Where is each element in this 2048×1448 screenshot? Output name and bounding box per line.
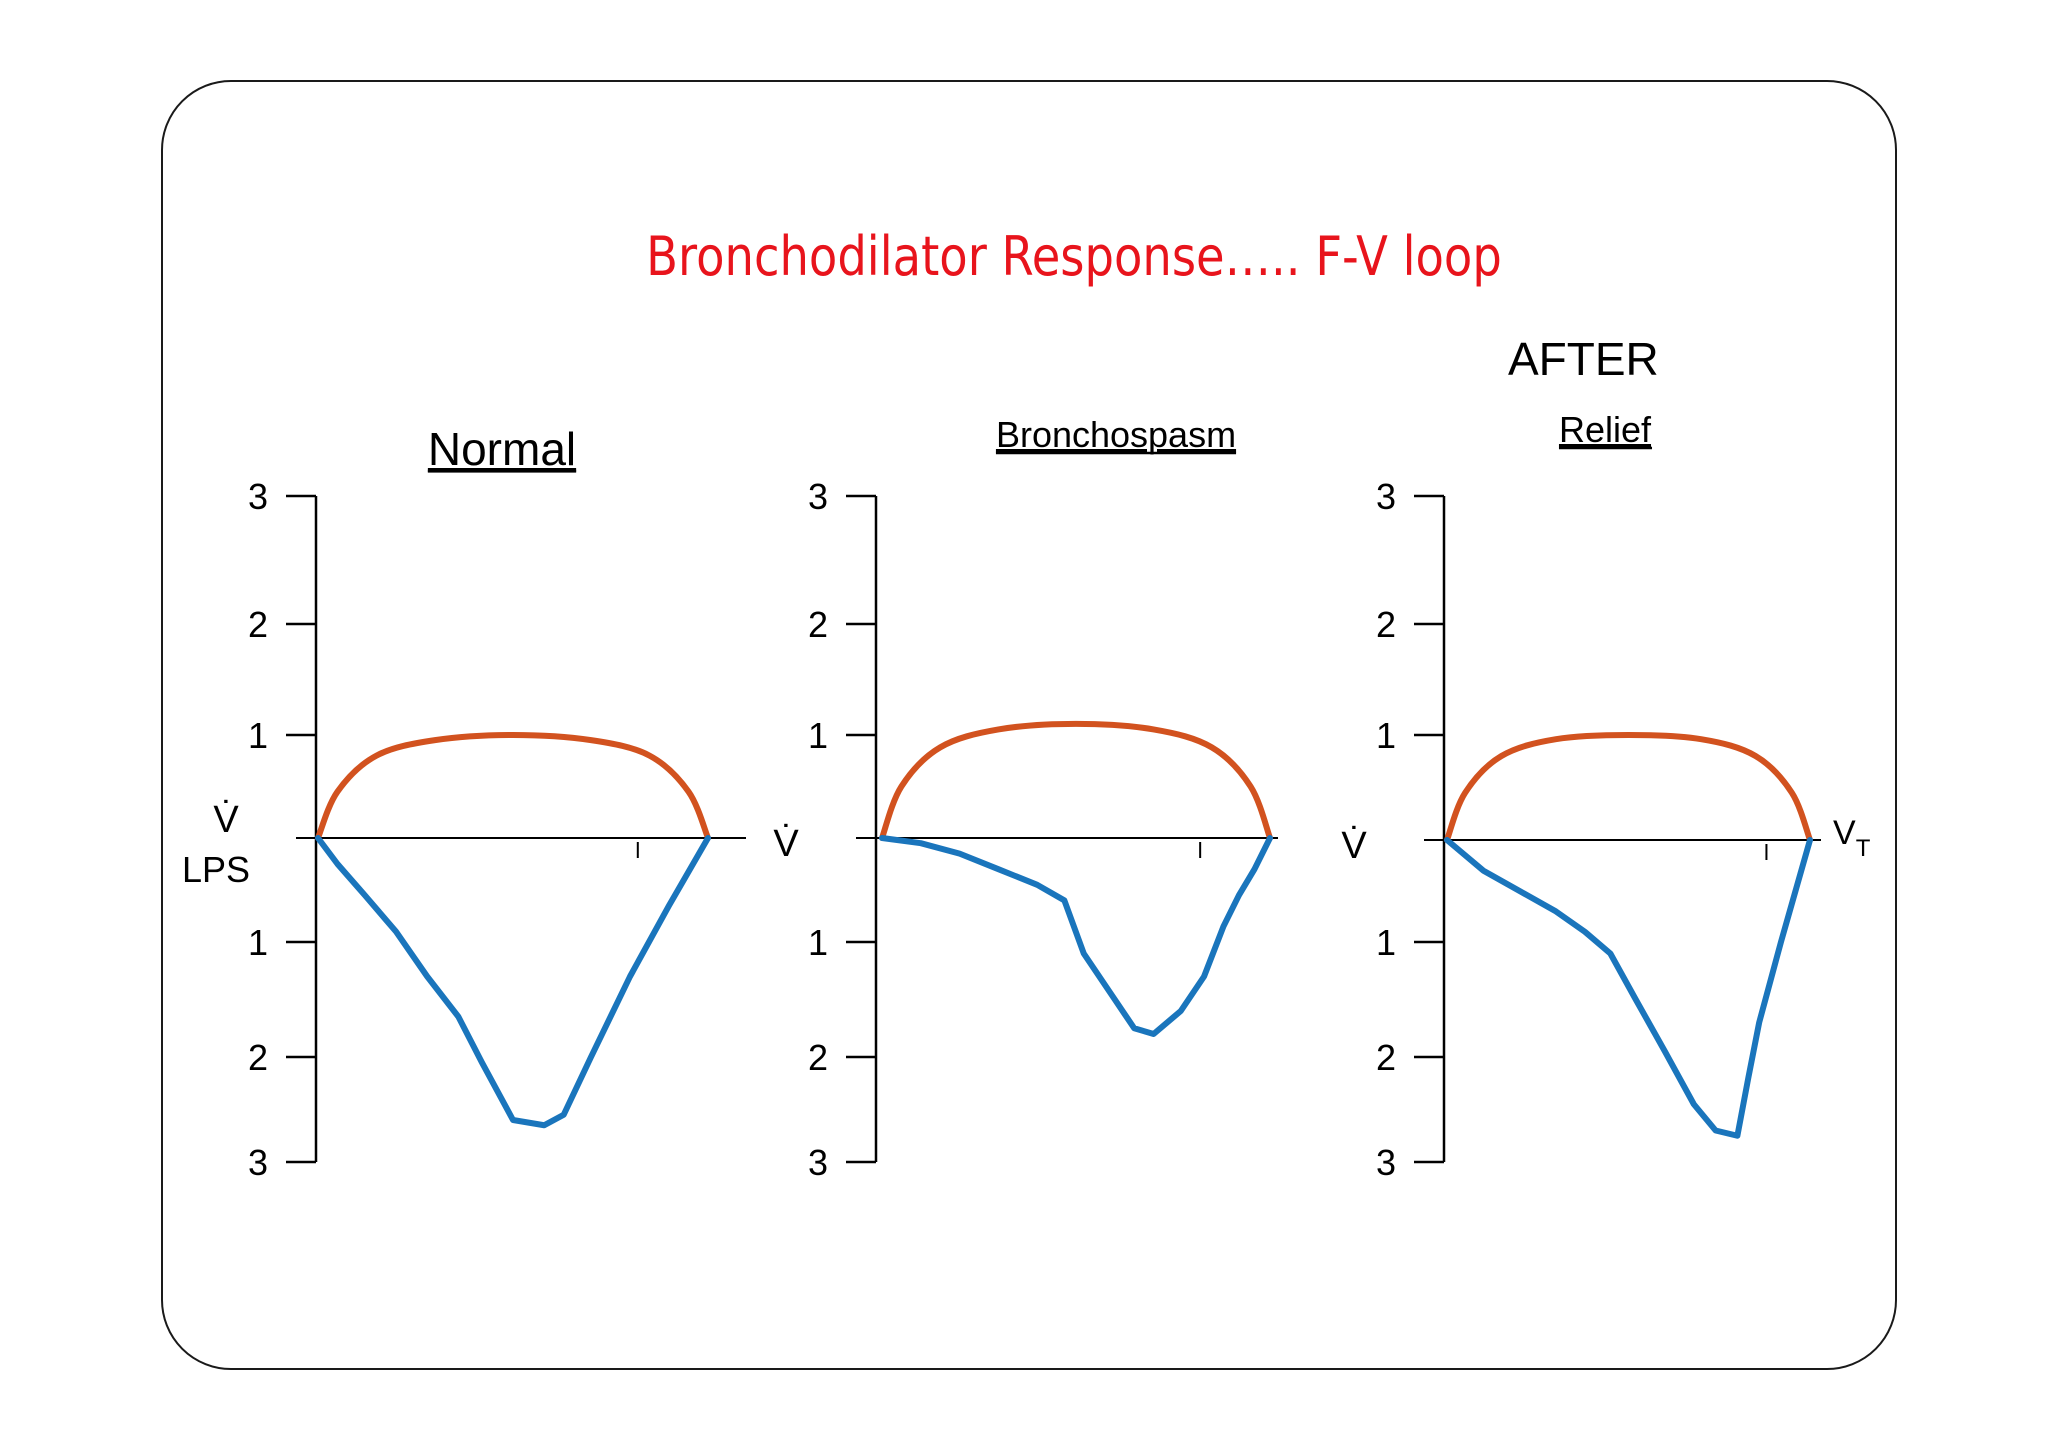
y-tick-label: 3 — [808, 1142, 828, 1183]
page-title: Bronchodilator Response….. F-V loop — [646, 225, 1502, 288]
chart-panel-2: Bronchospasm 1 2 3 1 2 3 V̇ — [773, 414, 1278, 1183]
panel-title: Relief — [1559, 409, 1652, 450]
inspiratory-curve — [1444, 731, 1813, 843]
y-tick-label: 3 — [1376, 1142, 1396, 1183]
y-tick-label: 3 — [248, 476, 268, 517]
y-tick-label: 1 — [1376, 715, 1396, 756]
y-tick-label: 3 — [808, 476, 828, 517]
y-tick-label: 1 — [808, 715, 828, 756]
expiratory-curve — [1444, 837, 1813, 1139]
inspiratory-curve — [879, 720, 1273, 841]
expiratory-curve — [879, 835, 1273, 1037]
y-tick-label: 3 — [248, 1142, 268, 1183]
y-tick-label: 2 — [248, 604, 268, 645]
y-tick-label: 3 — [1376, 476, 1396, 517]
expiratory-curve — [315, 835, 711, 1129]
after-label: AFTER — [1508, 333, 1659, 385]
y-axis-label: V̇ — [1341, 824, 1367, 867]
panel-title: Bronchospasm — [996, 414, 1236, 455]
y-tick-label: 1 — [1376, 922, 1396, 963]
chart-panel-3: Relief 1 2 3 1 2 3 V̇ VT — [1341, 409, 1870, 1183]
y-tick-label: 1 — [248, 715, 268, 756]
panel-title: Normal — [428, 423, 576, 475]
y-tick-label: 1 — [808, 922, 828, 963]
inspiratory-curve — [315, 731, 711, 841]
y-tick-label: 2 — [808, 1037, 828, 1078]
y-tick-label: 1 — [248, 922, 268, 963]
y-tick-label: 2 — [808, 604, 828, 645]
y-tick-label: 2 — [1376, 1037, 1396, 1078]
y-tick-label: 2 — [1376, 604, 1396, 645]
x-axis-label-sub: T — [1856, 835, 1871, 862]
y-axis-label: V̇ — [773, 822, 799, 865]
y-axis-label: V̇ — [213, 798, 239, 841]
y-tick-label: 2 — [248, 1037, 268, 1078]
x-axis-label: VT — [1833, 814, 1871, 862]
chart-panel-1: Normal 1 2 3 1 2 3 V̇ LPS — [182, 423, 746, 1183]
y-unit-label: LPS — [182, 849, 250, 890]
